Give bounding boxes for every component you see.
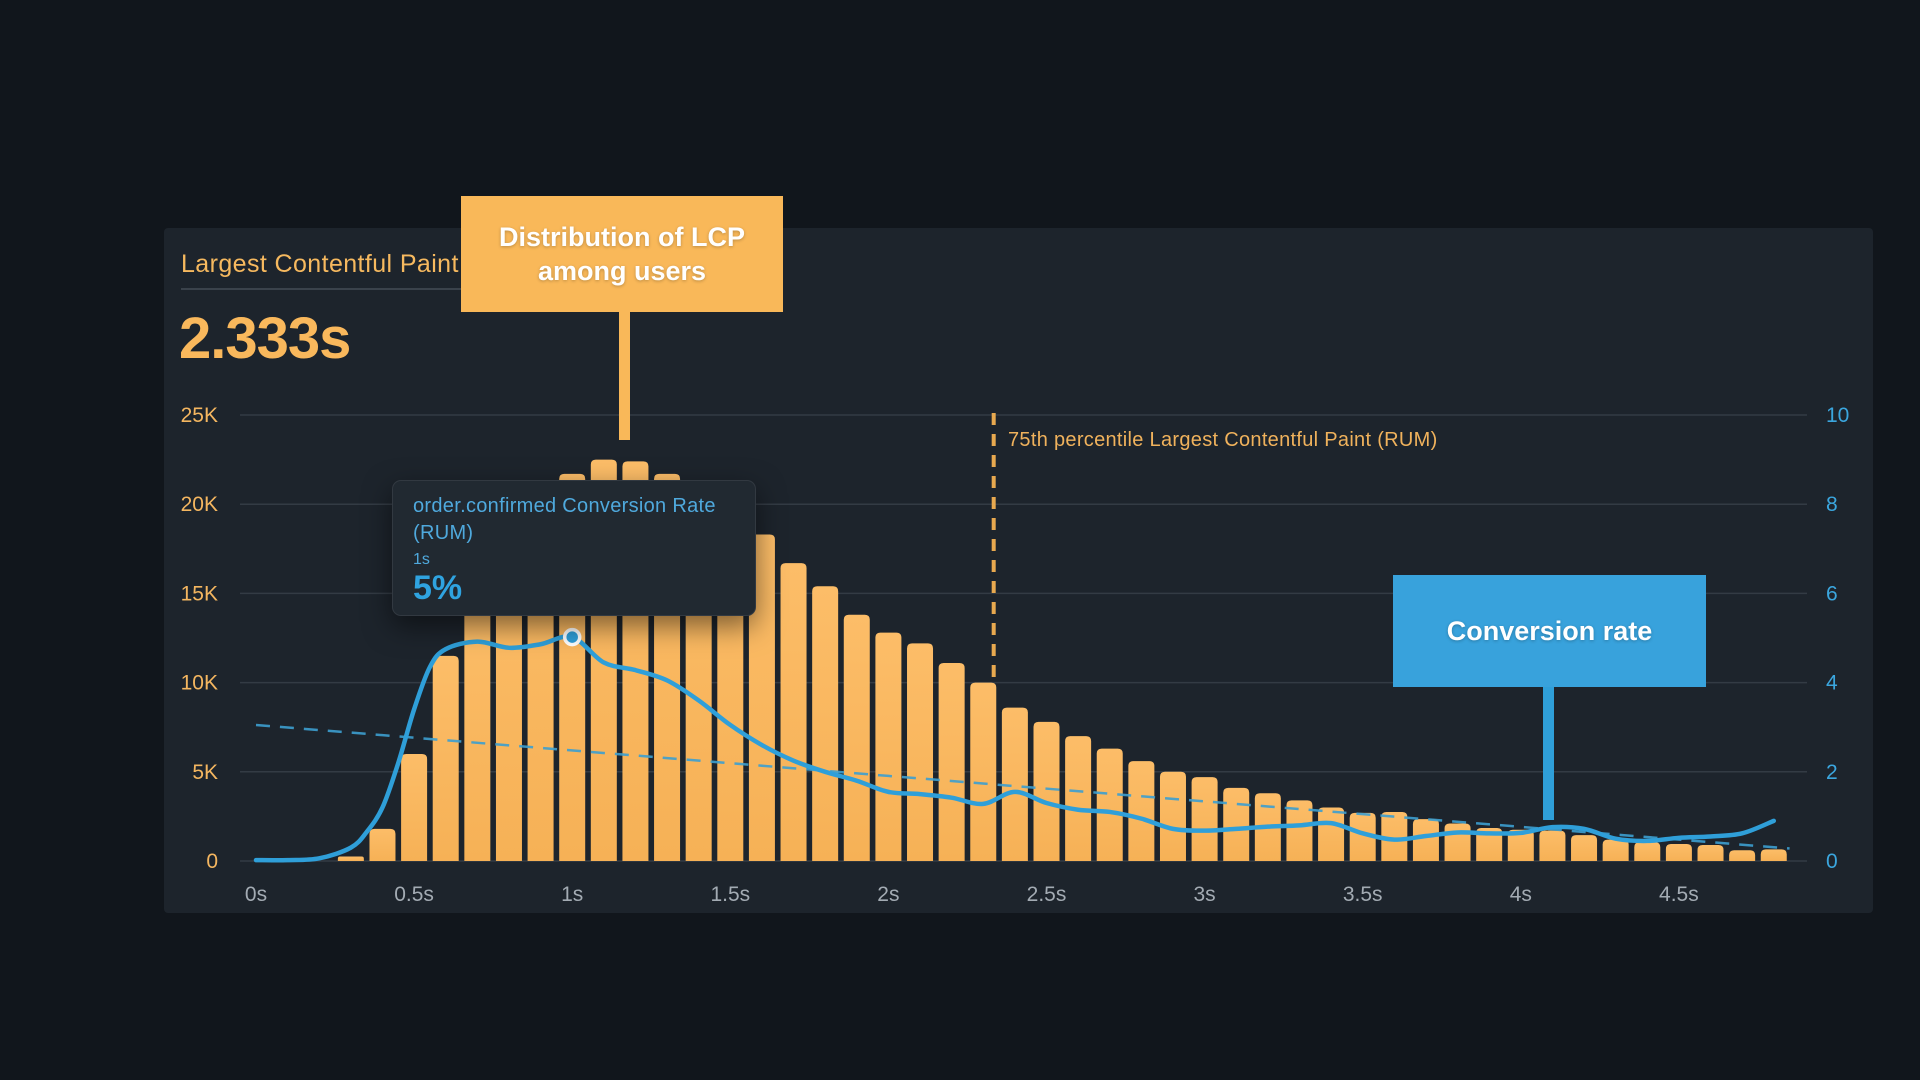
histogram-bar[interactable] <box>1412 819 1439 861</box>
histogram-bar[interactable] <box>1286 800 1313 861</box>
histogram-bar[interactable] <box>843 614 870 861</box>
x-axis-label: 3s <box>1194 883 1216 906</box>
conversion-line <box>253 634 1777 863</box>
histogram-bar[interactable] <box>1760 849 1787 861</box>
histogram-bar[interactable] <box>1571 835 1598 861</box>
distribution-callout-line1: Distribution of LCP <box>499 222 745 252</box>
histogram-bar[interactable] <box>1349 812 1376 861</box>
histogram-bar[interactable] <box>1507 829 1534 861</box>
y-axis-label-left: 0 <box>206 850 218 873</box>
histogram-bar[interactable] <box>970 682 997 861</box>
histogram-bar[interactable] <box>369 828 396 861</box>
y-axis-label-left: 15K <box>181 582 218 605</box>
histogram-bar[interactable] <box>1001 707 1028 861</box>
histogram-bar[interactable] <box>875 632 902 861</box>
x-axis-label: 1.5s <box>710 883 750 906</box>
histogram-bar[interactable] <box>495 547 522 861</box>
histogram-bar[interactable] <box>1444 823 1471 861</box>
y-axis-label-left: 25K <box>181 404 218 427</box>
tooltip-value: 5% <box>413 569 463 607</box>
distribution-callout-line2: among users <box>537 256 707 286</box>
histogram-bar[interactable] <box>1033 721 1060 861</box>
histogram-bar[interactable] <box>907 643 934 861</box>
x-axis-label: 0.5s <box>394 883 434 906</box>
histogram-bar[interactable] <box>1539 830 1566 861</box>
histogram-bar[interactable] <box>780 563 807 861</box>
histogram-bar[interactable] <box>1634 842 1661 861</box>
x-axis-label: 3.5s <box>1343 883 1383 906</box>
y-axis-label-left: 5K <box>192 761 218 784</box>
conversion-callout-stem <box>1543 685 1554 820</box>
histogram-bar[interactable] <box>1381 811 1408 861</box>
percentile-label: 75th percentile Largest Contentful Paint… <box>1008 429 1438 451</box>
y-axis-right-label: 2 <box>1826 761 1838 784</box>
conversion-callout-text: Conversion rate <box>1446 616 1653 646</box>
histogram-bar[interactable] <box>1223 787 1250 861</box>
histogram-bar[interactable] <box>1318 807 1345 861</box>
distribution-callout-stem <box>619 310 630 440</box>
y-axis-label-left: 10K <box>181 672 218 695</box>
histogram-bar[interactable] <box>464 596 491 861</box>
title-divider <box>181 288 681 290</box>
histogram-bar[interactable] <box>748 534 775 861</box>
histogram-bar[interactable] <box>1697 844 1724 861</box>
y-axis-right-label: 4 <box>1826 672 1838 695</box>
conversion-tooltip: order.confirmed Conversion Rate (RUM) 1s… <box>392 480 756 616</box>
histogram-bar[interactable] <box>1065 736 1092 861</box>
histogram-bar[interactable] <box>1729 850 1756 861</box>
histogram-bar[interactable] <box>1476 827 1503 861</box>
x-axis-label: 4.5s <box>1659 883 1699 906</box>
tooltip-x-value: 1s <box>413 551 430 568</box>
distribution-callout: Distribution of LCP among users <box>461 196 783 312</box>
x-axis-label: 4s <box>1510 883 1532 906</box>
histogram-bar[interactable] <box>432 655 459 861</box>
histogram-bar[interactable] <box>337 856 364 861</box>
x-axis-label: 1s <box>561 883 583 906</box>
histogram-bar[interactable] <box>812 586 839 861</box>
x-axis-label: 2.5s <box>1027 883 1067 906</box>
distribution-callout-text: Distribution of LCP among users <box>499 220 745 288</box>
trend-line <box>255 723 1790 850</box>
x-axis-label: 0s <box>245 883 267 906</box>
y-axis-label-left: 20K <box>181 493 218 516</box>
histogram-bar[interactable] <box>1602 839 1629 861</box>
histogram-bar[interactable] <box>1665 844 1692 861</box>
histogram-bar[interactable] <box>1159 771 1186 861</box>
conversion-callout: Conversion rate <box>1393 575 1706 687</box>
y-axis-right-label: 8 <box>1826 493 1838 516</box>
y-axis-right-label: 10 <box>1826 404 1849 427</box>
tooltip-title: order.confirmed Conversion Rate (RUM) <box>413 495 716 544</box>
panel-title: Largest Contentful Paint <box>181 250 459 278</box>
y-axis-right-label: 0 <box>1826 850 1838 873</box>
kpi-value: 2.333s <box>179 306 351 371</box>
histogram-bar[interactable] <box>1128 761 1155 861</box>
hover-marker[interactable] <box>562 627 582 647</box>
histogram-bar[interactable] <box>401 753 428 861</box>
histogram-bar[interactable] <box>938 662 965 861</box>
y-axis-right-label: 6 <box>1826 582 1838 605</box>
histogram-bar[interactable] <box>1096 748 1123 861</box>
x-axis-label: 2s <box>877 883 899 906</box>
histogram-bar[interactable] <box>1191 777 1218 861</box>
